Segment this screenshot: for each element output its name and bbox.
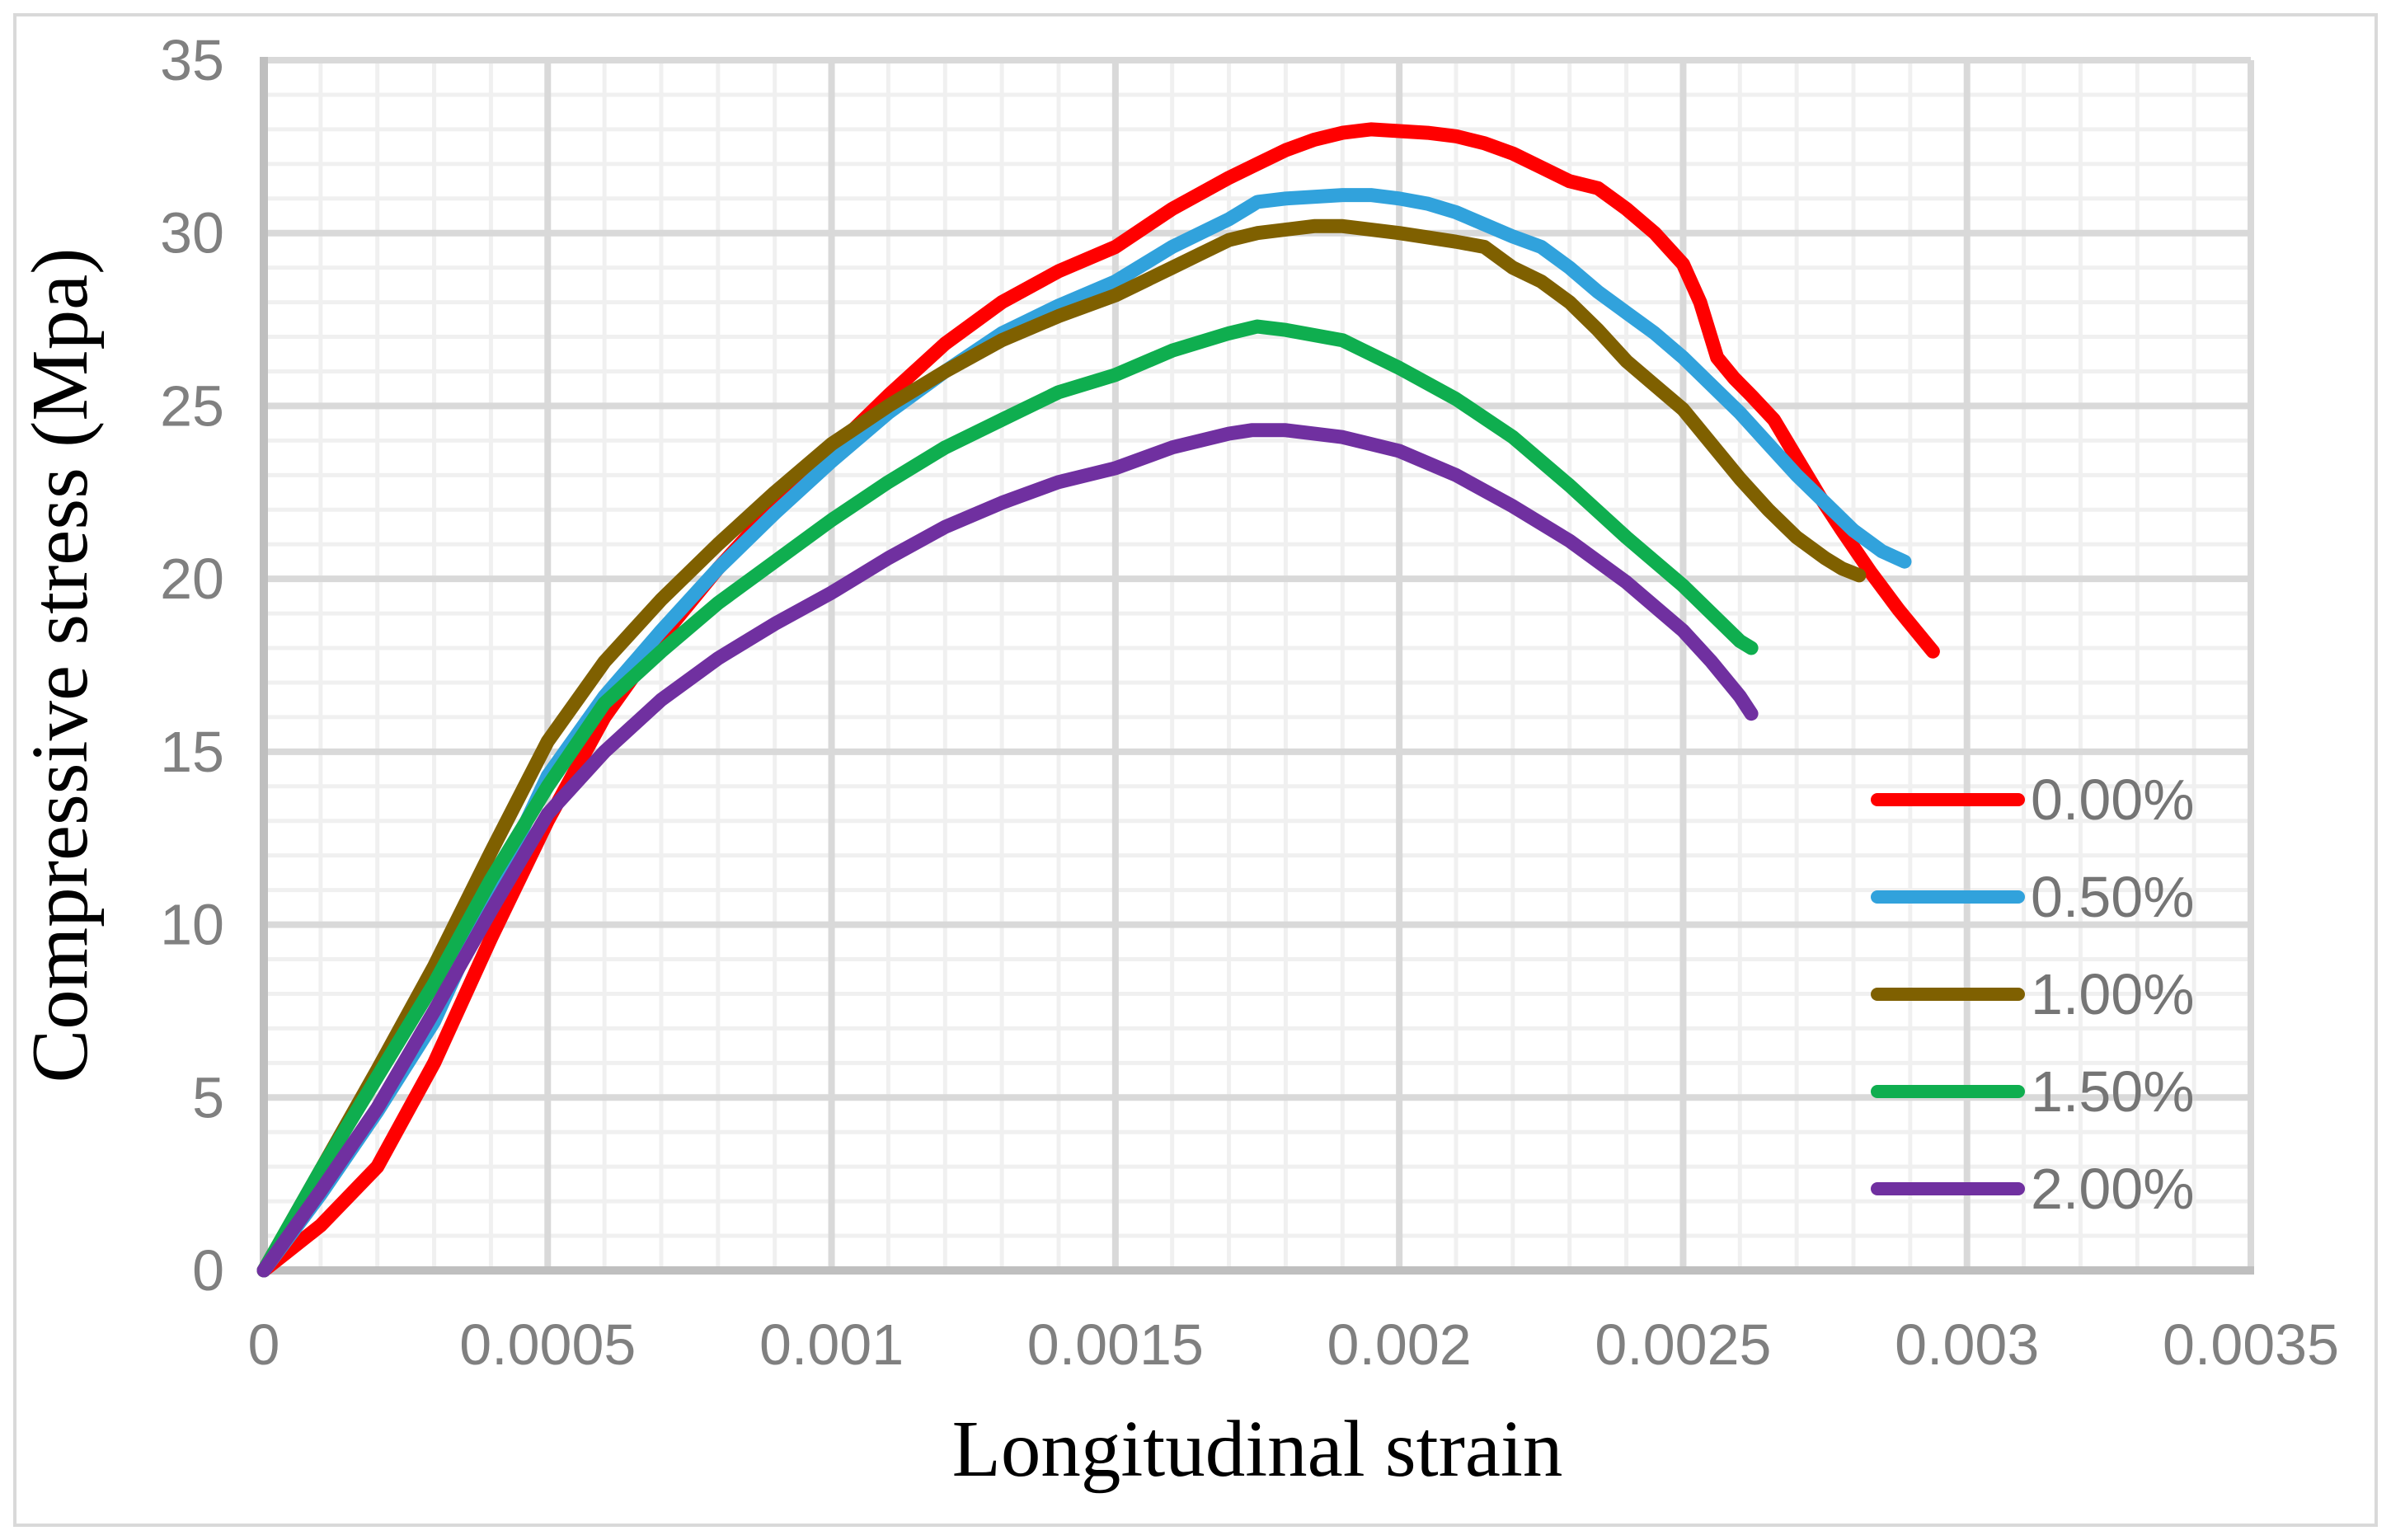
- series-line-1.50%: [256, 319, 1759, 1278]
- x-tick-label: 0.002: [1327, 1312, 1472, 1377]
- legend-item-0.00%: 0.00%: [1871, 768, 2194, 832]
- legend-item-2.00%: 2.00%: [1871, 1157, 2194, 1221]
- y-tick-label: 10: [160, 893, 224, 957]
- legend-label-2.00%: 2.00%: [2031, 1157, 2194, 1221]
- minor-gridlines: [264, 60, 2251, 1270]
- x-tick-label: 0.0015: [1027, 1312, 1204, 1377]
- legend-label-0.00%: 0.00%: [2031, 768, 2194, 832]
- y-tick-label: 30: [160, 201, 224, 265]
- series-line-1.00%: [256, 218, 1867, 1278]
- legend-item-1.00%: 1.00%: [1871, 962, 2194, 1026]
- legend: 0.00% 0.50% 1.00% 1.50% 2.00%: [1871, 768, 2194, 1221]
- x-tick-label: 0: [248, 1312, 280, 1377]
- axis-lines: [260, 57, 2254, 1275]
- x-tick-label: 0.0005: [459, 1312, 636, 1377]
- series-line-0.50%: [256, 188, 1912, 1278]
- x-tick-label: 0.0035: [2163, 1312, 2339, 1377]
- legend-label-0.50%: 0.50%: [2031, 865, 2194, 929]
- data-series: [256, 122, 1940, 1278]
- y-tick-label: 20: [160, 547, 224, 611]
- y-tick-label: 0: [192, 1238, 224, 1303]
- series-line-2.00%: [256, 423, 1759, 1278]
- y-tick-label: 5: [192, 1065, 224, 1129]
- legend-item-1.50%: 1.50%: [1871, 1059, 2194, 1124]
- y-tick-label: 35: [160, 28, 224, 92]
- y-tick-label: 15: [160, 720, 224, 784]
- y-axis-title: Compressive stress (Mpa): [16, 248, 104, 1083]
- x-tick-label: 0.0025: [1595, 1312, 1771, 1377]
- x-axis-title: Longitudinal strain: [952, 1405, 1563, 1493]
- legend-item-0.50%: 0.50%: [1871, 865, 2194, 929]
- x-tick-label: 0.003: [1895, 1312, 2039, 1377]
- y-axis-tick-labels: 0 5 10 15 20 25 30 35: [160, 28, 224, 1303]
- y-tick-label: 25: [160, 373, 224, 438]
- legend-label-1.00%: 1.00%: [2031, 962, 2194, 1026]
- x-tick-label: 0.001: [759, 1312, 904, 1377]
- legend-label-1.50%: 1.50%: [2031, 1059, 2194, 1124]
- x-axis-tick-labels: 0 0.0005 0.001 0.0015 0.002 0.0025 0.003 0.0035: [248, 1312, 2340, 1377]
